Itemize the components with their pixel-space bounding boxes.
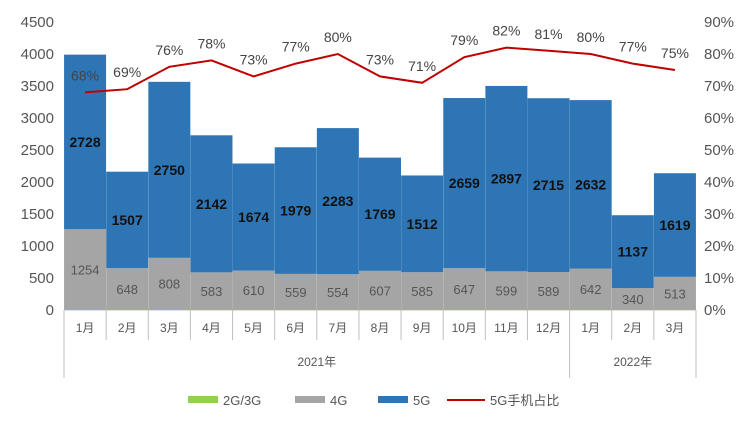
data-label-5g-share: 76%: [155, 42, 183, 58]
legend-swatch: [295, 396, 325, 403]
y-tick-right: 0%: [704, 302, 726, 319]
data-label-5g: 1507: [112, 212, 143, 228]
data-label-4g: 554: [327, 285, 349, 300]
x-tick-label: 1月: [76, 321, 95, 335]
data-label-5g-share: 80%: [324, 29, 352, 45]
y-tick-right: 90%: [704, 14, 734, 31]
legend-swatch: [188, 396, 218, 403]
data-label-5g-share: 80%: [577, 29, 605, 45]
x-tick-label: 6月: [286, 321, 305, 335]
data-label-5g-share: 68%: [71, 67, 99, 83]
legend-swatch: [378, 396, 408, 403]
y-tick-left: 1500: [21, 206, 54, 223]
data-label-5g: 2632: [575, 176, 606, 192]
data-label-5g-share: 82%: [492, 23, 520, 39]
data-label-5g: 2142: [196, 196, 227, 212]
data-label-4g: 585: [411, 284, 433, 299]
data-label-4g: 513: [664, 286, 686, 301]
y-tick-left: 1000: [21, 238, 54, 255]
x-tick-label: 5月: [244, 321, 263, 335]
data-label-5g-share: 73%: [240, 51, 268, 67]
legend-label: 4G: [330, 393, 347, 408]
y-tick-right: 60%: [704, 110, 734, 127]
y-tick-left: 4500: [21, 14, 54, 31]
x-tick-label: 9月: [413, 321, 432, 335]
data-label-5g: 2728: [69, 134, 100, 150]
data-label-4g: 599: [496, 284, 518, 299]
data-label-5g: 1137: [618, 244, 649, 260]
x-tick-label: 1月: [581, 321, 600, 335]
y-tick-right: 20%: [704, 238, 734, 255]
data-label-5g-share: 69%: [113, 64, 141, 80]
year-group-label: 2022年: [613, 355, 652, 369]
x-tick-label: 3月: [666, 321, 685, 335]
legend: 2G/3G 4G 5G 5G手机占比: [188, 393, 559, 408]
y-tick-right: 30%: [704, 206, 734, 223]
y-tick-right: 80%: [704, 46, 734, 63]
data-label-5g: 1619: [659, 217, 690, 233]
data-label-5g: 2659: [449, 175, 480, 191]
x-tick-label: 11月: [494, 321, 518, 335]
data-label-5g-share: 79%: [450, 32, 478, 48]
y-tick-left: 2000: [21, 174, 54, 191]
y-tick-left: 0: [46, 302, 54, 319]
x-tick-label: 2月: [623, 321, 642, 335]
legend-label: 5G: [413, 393, 430, 408]
data-label-4g: 808: [158, 277, 180, 292]
y-tick-left: 4000: [21, 46, 54, 63]
y-tick-left: 3500: [21, 78, 54, 95]
y-tick-left: 3000: [21, 110, 54, 127]
data-label-4g: 607: [369, 283, 391, 298]
data-label-5g-share: 77%: [619, 39, 647, 55]
x-tick-label: 3月: [160, 321, 179, 335]
y-tick-right: 40%: [704, 174, 734, 191]
data-label-4g: 647: [453, 282, 475, 297]
data-label-5g: 2283: [322, 193, 353, 209]
y-tick-right: 50%: [704, 142, 734, 159]
data-label-5g-share: 75%: [661, 45, 689, 61]
data-label-4g: 559: [285, 285, 307, 300]
data-label-5g-share: 78%: [197, 35, 225, 51]
data-label-5g: 1512: [407, 216, 438, 232]
y-tick-right: 70%: [704, 78, 734, 95]
data-label-5g-share: 73%: [366, 51, 394, 67]
y-tick-left: 2500: [21, 142, 54, 159]
data-label-4g: 1254: [71, 262, 100, 277]
legend-label: 5G手机占比: [490, 393, 559, 408]
data-label-5g: 2750: [154, 162, 185, 178]
legend-label: 2G/3G: [223, 393, 261, 408]
data-label-5g: 2897: [491, 171, 522, 187]
data-label-5g: 1674: [238, 209, 269, 225]
data-label-5g: 2715: [533, 177, 564, 193]
x-tick-label: 12月: [536, 321, 561, 335]
data-label-5g: 1769: [364, 206, 395, 222]
x-tick-label: 2月: [118, 321, 137, 335]
data-label-4g: 648: [116, 282, 138, 297]
x-tick-label: 4月: [202, 321, 221, 335]
year-group-label: 2021年: [297, 355, 336, 369]
y-tick-right: 10%: [704, 270, 734, 287]
data-label-5g: 1979: [280, 203, 311, 219]
data-label-4g: 583: [201, 284, 223, 299]
data-label-4g: 340: [622, 292, 644, 307]
x-tick-label: 8月: [371, 321, 390, 335]
data-label-5g-share: 71%: [408, 58, 436, 74]
y-tick-left: 500: [29, 270, 54, 287]
data-label-4g: 642: [580, 282, 602, 297]
data-label-4g: 610: [243, 283, 265, 298]
data-label-5g-share: 77%: [282, 39, 310, 55]
data-label-4g: 589: [538, 284, 560, 299]
x-tick-label: 10月: [452, 321, 477, 335]
bar-2g-3g: [64, 309, 106, 310]
x-tick-label: 7月: [329, 321, 348, 335]
data-label-5g-share: 81%: [535, 26, 563, 42]
